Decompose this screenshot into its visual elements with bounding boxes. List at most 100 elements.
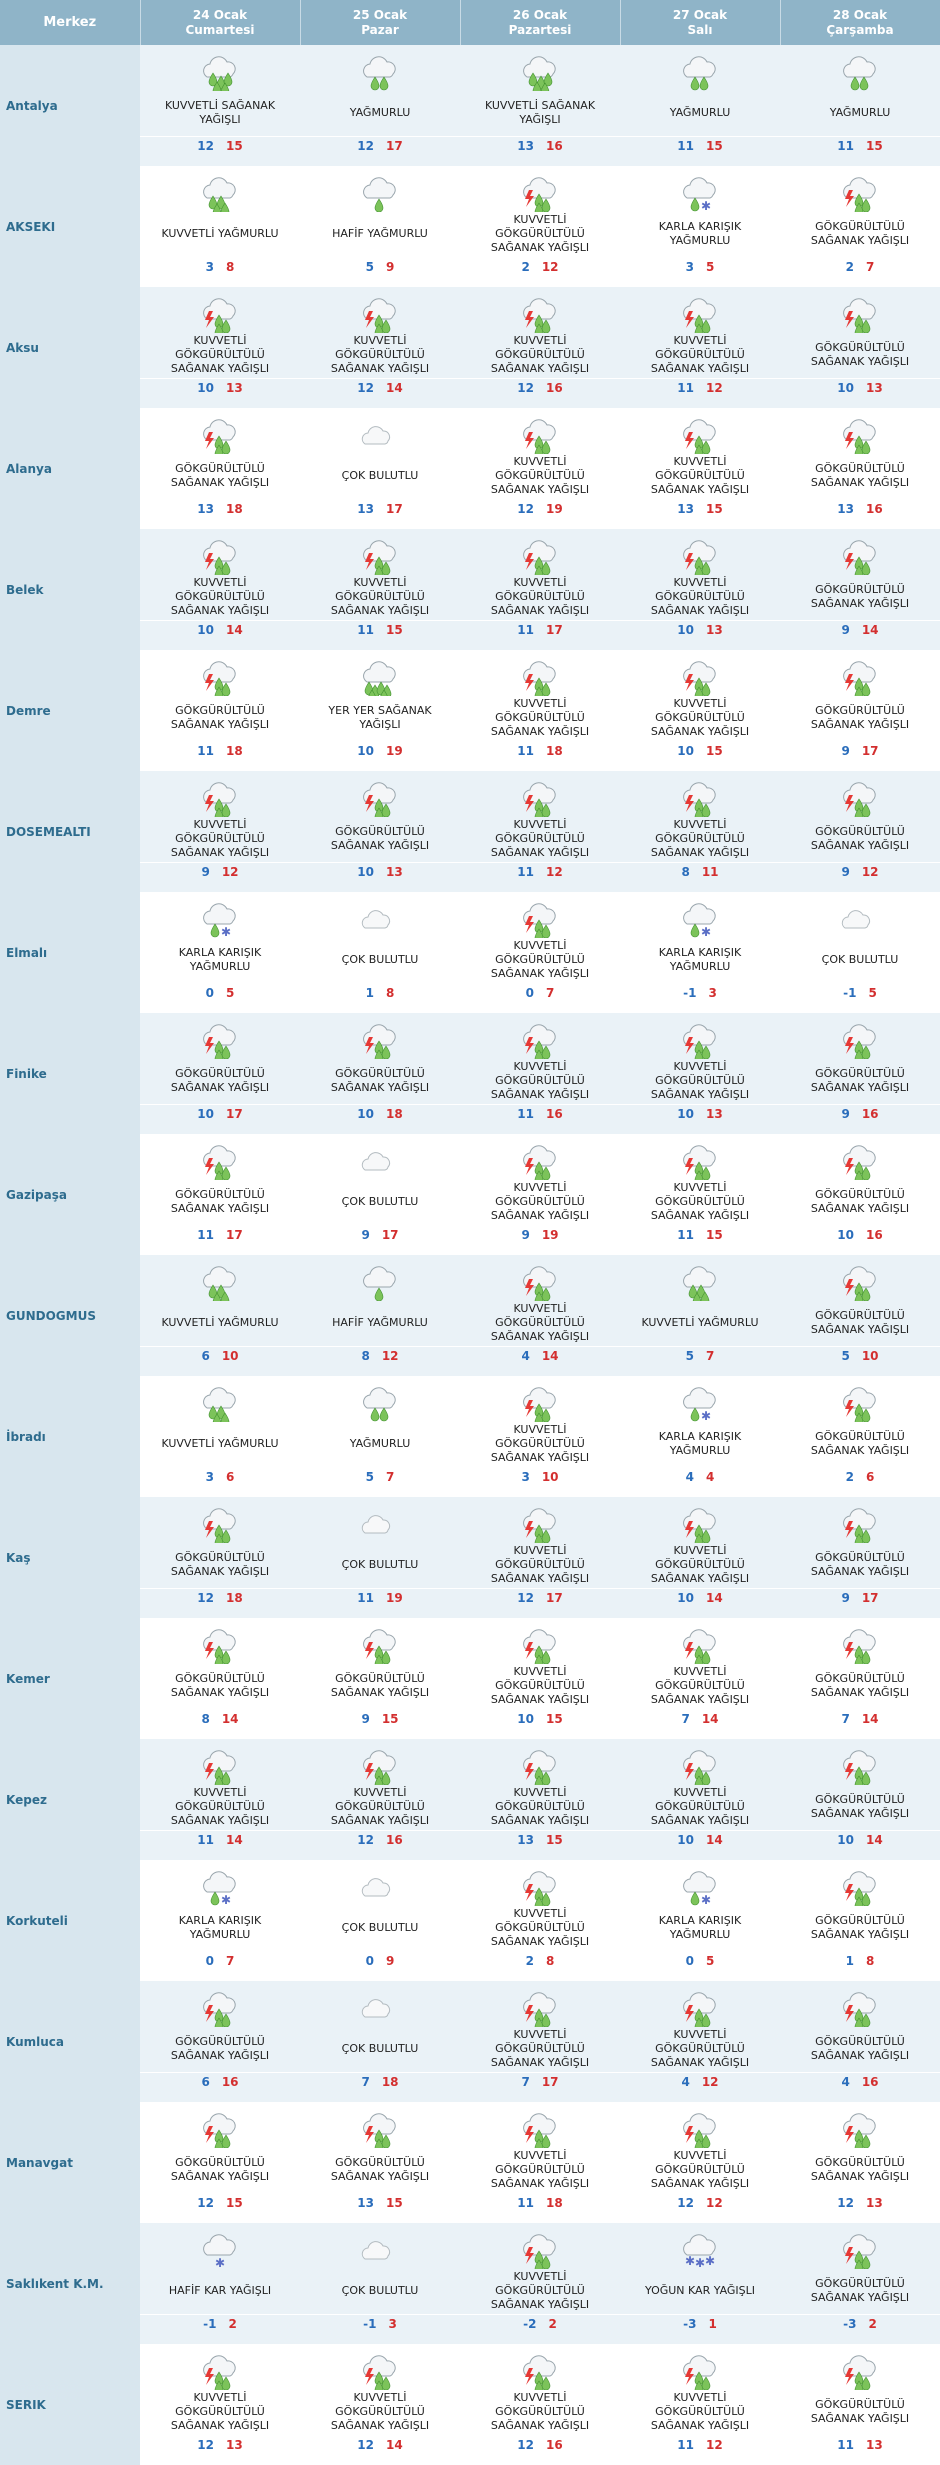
condition-text: GÖKGÜRÜLTÜLÜ SAĞANAK YAĞIŞLI: [170, 2156, 270, 2183]
max-temp: 17: [381, 1228, 399, 1242]
min-temp: 13: [677, 502, 694, 516]
forecast-cell: KUVVETLİ GÖKGÜRÜLTÜLÜ SAĞANAK YAĞIŞLI 13…: [460, 1739, 620, 1860]
forecast-row: Elmalı ✱ KARLA KARIŞIK YAĞMURLU 0 5 ÇOK …: [0, 892, 940, 1013]
min-temp: 11: [517, 1107, 534, 1121]
max-temp: 2: [228, 2317, 237, 2331]
city-name[interactable]: Kemer: [0, 1618, 140, 1739]
day-weekday: Çarşamba: [826, 22, 894, 37]
thunder-shower-icon: [203, 1992, 236, 2027]
min-temp: 6: [201, 2075, 210, 2089]
min-temp: 12: [197, 139, 214, 153]
min-temp: 13: [357, 2196, 374, 2210]
forecast-row: Finike GÖKGÜRÜLTÜLÜ SAĞANAK YAĞIŞLI 10 1…: [0, 1013, 940, 1134]
city-name[interactable]: Korkuteli: [0, 1860, 140, 1981]
condition-text: GÖKGÜRÜLTÜLÜ SAĞANAK YAĞIŞLI: [810, 1309, 910, 1336]
thunder-shower-icon: [523, 1024, 556, 1059]
city-name[interactable]: Saklıkent K.M.: [0, 2223, 140, 2344]
temperature-range: 10 13: [140, 378, 300, 400]
forecast-cell: KUVVETLİ GÖKGÜRÜLTÜLÜ SAĞANAK YAĞIŞLI 11…: [460, 771, 620, 892]
temperature-range: 11 12: [620, 2435, 780, 2457]
forecast-row: Gazipaşa GÖKGÜRÜLTÜLÜ SAĞANAK YAĞIŞLI 11…: [0, 1134, 940, 1255]
condition-text: YAĞMURLU: [349, 1437, 411, 1450]
min-temp: 9: [361, 1712, 370, 1726]
city-name[interactable]: SERIK: [0, 2344, 140, 2465]
light-snow-icon: ✱: [203, 2234, 236, 2269]
forecast-cell: KUVVETLİ GÖKGÜRÜLTÜLÜ SAĞANAK YAĞIŞLI 11…: [620, 287, 780, 408]
min-temp: 10: [357, 744, 374, 758]
condition-text: GÖKGÜRÜLTÜLÜ SAĞANAK YAĞIŞLI: [330, 1672, 430, 1699]
forecast-cell: KUVVETLİ GÖKGÜRÜLTÜLÜ SAĞANAK YAĞIŞLI 10…: [460, 1618, 620, 1739]
min-temp: 0: [525, 986, 534, 1000]
condition-text: KARLA KARIŞIK YAĞMURLU: [658, 1914, 742, 1941]
city-name[interactable]: AKSEKI: [0, 166, 140, 287]
condition-text: KUVVETLİ GÖKGÜRÜLTÜLÜ SAĞANAK YAĞIŞLI: [650, 2149, 750, 2190]
min-temp: 10: [677, 1591, 694, 1605]
max-temp: 6: [226, 1470, 235, 1484]
thunder-shower-icon: [523, 419, 556, 454]
min-temp: 11: [517, 744, 534, 758]
temperature-range: 12 19: [460, 499, 620, 521]
condition-text: GÖKGÜRÜLTÜLÜ SAĞANAK YAĞIŞLI: [810, 2035, 910, 2062]
city-name[interactable]: GUNDOGMUS: [0, 1255, 140, 1376]
city-name[interactable]: Belek: [0, 529, 140, 650]
max-temp: 12: [706, 381, 723, 395]
city-name[interactable]: Finike: [0, 1013, 140, 1134]
thunder-shower-icon: [203, 2113, 236, 2148]
city-name[interactable]: Alanya: [0, 408, 140, 529]
condition-text: KARLA KARIŞIK YAĞMURLU: [658, 946, 742, 973]
condition-text: KUVVETLİ YAĞMURLU: [641, 1316, 759, 1329]
min-temp: 10: [197, 623, 214, 637]
city-name[interactable]: Gazipaşa: [0, 1134, 140, 1255]
city-name[interactable]: Elmalı: [0, 892, 140, 1013]
condition-text: GÖKGÜRÜLTÜLÜ SAĞANAK YAĞIŞLI: [170, 704, 270, 731]
city-name[interactable]: Kepez: [0, 1739, 140, 1860]
temperature-range: 11 12: [460, 862, 620, 884]
svg-text:✱: ✱: [701, 1409, 711, 1422]
city-name[interactable]: Kumluca: [0, 1981, 140, 2102]
city-name[interactable]: Manavgat: [0, 2102, 140, 2223]
thunder-shower-icon: [523, 298, 556, 333]
temperature-range: 8 12: [300, 1346, 460, 1368]
min-temp: 12: [357, 381, 374, 395]
svg-text:✱: ✱: [695, 2256, 705, 2269]
max-temp: 12: [706, 2196, 723, 2210]
day-weekday: Salı: [687, 22, 713, 37]
city-name[interactable]: Aksu: [0, 287, 140, 408]
forecast-cell: KUVVETLİ SAĞANAK YAĞIŞLI 13 16: [460, 45, 620, 166]
min-temp: 12: [197, 2196, 214, 2210]
forecast-cell: KUVVETLİ GÖKGÜRÜLTÜLÜ SAĞANAK YAĞIŞLI 12…: [140, 2344, 300, 2465]
min-temp: 1: [845, 1954, 854, 1968]
city-name[interactable]: Demre: [0, 650, 140, 771]
condition-text: KUVVETLİ GÖKGÜRÜLTÜLÜ SAĞANAK YAĞIŞLI: [490, 2149, 590, 2190]
min-temp: 9: [841, 1591, 850, 1605]
forecast-cell: ✱ KARLA KARIŞIK YAĞMURLU 0 5: [140, 892, 300, 1013]
heavy-shower-icon: [523, 56, 556, 91]
condition-text: KUVVETLİ GÖKGÜRÜLTÜLÜ SAĞANAK YAĞIŞLI: [330, 334, 430, 375]
max-temp: 19: [386, 744, 403, 758]
temperature-range: 11 15: [300, 620, 460, 642]
cloudy-icon: [361, 1878, 390, 1897]
condition-text: ÇOK BULUTLU: [341, 2284, 419, 2297]
city-name[interactable]: Kaş: [0, 1497, 140, 1618]
temperature-range: 7 18: [300, 2072, 460, 2094]
min-temp: 10: [677, 623, 694, 637]
max-temp: 3: [388, 2317, 397, 2331]
city-name[interactable]: İbradı: [0, 1376, 140, 1497]
condition-text: KUVVETLİ GÖKGÜRÜLTÜLÜ SAĞANAK YAĞIŞLI: [650, 1060, 750, 1101]
temperature-range: 12 18: [140, 1588, 300, 1610]
forecast-row: Belek KUVVETLİ GÖKGÜRÜLTÜLÜ SAĞANAK YAĞI…: [0, 529, 940, 650]
thunder-shower-icon: [843, 1750, 876, 1785]
min-temp: 11: [677, 1228, 694, 1242]
max-temp: 18: [386, 1107, 403, 1121]
sleet-icon: ✱: [203, 1871, 236, 1906]
city-name[interactable]: DOSEMEALTI: [0, 771, 140, 892]
min-temp: 2: [845, 260, 854, 274]
city-name[interactable]: Antalya: [0, 45, 140, 166]
thunder-shower-icon: [203, 1145, 236, 1180]
condition-text: GÖKGÜRÜLTÜLÜ SAĞANAK YAĞIŞLI: [330, 825, 430, 852]
temperature-range: 12 13: [780, 2193, 940, 2215]
forecast-row: DOSEMEALTI KUVVETLİ GÖKGÜRÜLTÜLÜ SAĞANAK…: [0, 771, 940, 892]
min-temp: 0: [205, 986, 214, 1000]
condition-text: KUVVETLİ YAĞMURLU: [161, 227, 279, 240]
forecast-cell: YER YER SAĞANAK YAĞIŞLI 10 19: [300, 650, 460, 771]
